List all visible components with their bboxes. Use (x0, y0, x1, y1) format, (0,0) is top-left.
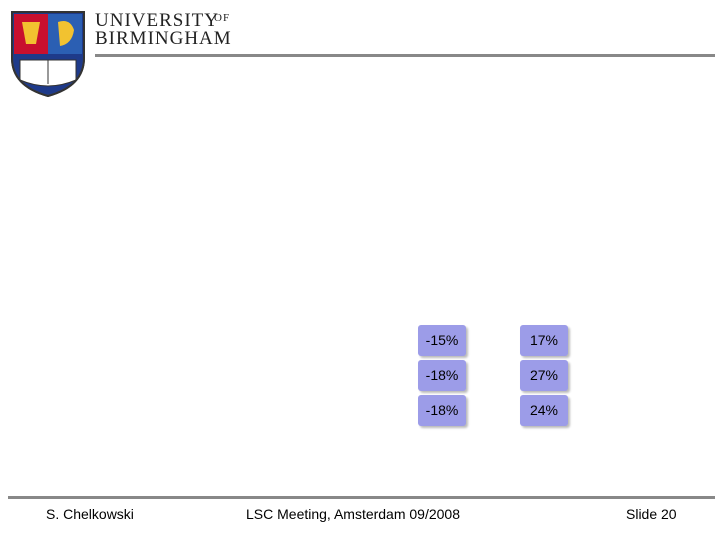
table-cell: -15% (418, 325, 466, 356)
footer-slide: Slide 20 (626, 506, 677, 522)
table-cell: 17% (520, 325, 568, 356)
table-cell: 24% (520, 395, 568, 426)
university-of: OF (214, 12, 231, 24)
table-cell: 27% (520, 360, 568, 391)
header-rule (95, 54, 715, 57)
logo (11, 11, 85, 98)
table-cell: -18% (418, 360, 466, 391)
university-name: UNIVERSITY (95, 10, 219, 31)
footer-author: S. Chelkowski (46, 506, 134, 522)
footer-event: LSC Meeting, Amsterdam 09/2008 (246, 506, 461, 522)
table-cell: -18% (418, 395, 466, 426)
university-city: BIRMINGHAM (95, 28, 232, 49)
footer-rule (8, 496, 715, 499)
